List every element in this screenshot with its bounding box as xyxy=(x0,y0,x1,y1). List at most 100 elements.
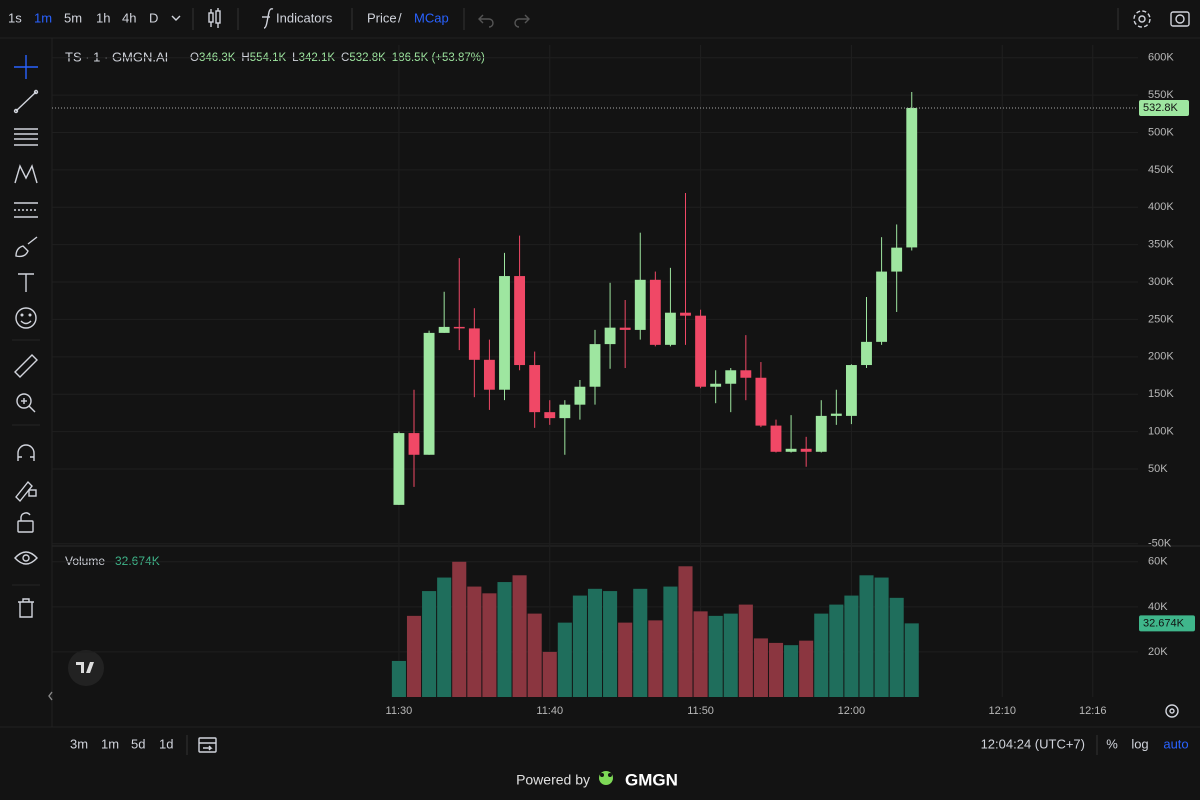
price-toggle[interactable]: Price xyxy=(367,10,397,25)
candle-body xyxy=(876,271,888,342)
volume-bar xyxy=(874,577,889,697)
candle-body xyxy=(589,344,601,387)
y-tick-label: 450K xyxy=(1148,164,1174,176)
y-tick-label: 250K xyxy=(1148,313,1174,325)
interval-button[interactable]: 1s xyxy=(8,10,22,25)
y-tick-label: -50K xyxy=(1148,538,1172,550)
percent-toggle[interactable]: % xyxy=(1106,736,1118,751)
candle-body xyxy=(755,377,767,426)
volume-bar xyxy=(753,638,768,697)
visibility-tool[interactable] xyxy=(14,551,38,565)
prediction-tool[interactable] xyxy=(14,202,38,218)
chevron-icon[interactable] xyxy=(171,15,181,21)
last-volume-box xyxy=(1139,615,1195,632)
volume-bar xyxy=(603,591,618,697)
x-tick-label: 12:00 xyxy=(838,705,866,717)
camera-icon[interactable] xyxy=(1170,11,1190,27)
undo-icon[interactable] xyxy=(478,14,494,28)
time-settings-icon[interactable] xyxy=(1165,704,1179,718)
auto-toggle[interactable]: auto xyxy=(1163,736,1188,751)
calendar-icon[interactable] xyxy=(198,737,217,753)
candle-body xyxy=(740,370,752,378)
volume-bar xyxy=(633,588,648,697)
candle-body xyxy=(845,365,857,416)
powered-by: Powered by xyxy=(516,772,590,788)
log-toggle[interactable]: log xyxy=(1131,736,1148,751)
interval-button[interactable]: 1h xyxy=(96,10,110,25)
volume-bar xyxy=(859,575,874,697)
range-button[interactable]: 1m xyxy=(101,736,119,751)
volume-bar xyxy=(572,595,587,697)
candle-body xyxy=(604,327,616,345)
volume-bar xyxy=(527,613,542,697)
volume-bar xyxy=(678,566,693,697)
pattern-tool[interactable] xyxy=(14,164,38,184)
x-tick-label: 12:16 xyxy=(1079,705,1107,717)
candle-body xyxy=(499,276,510,390)
tv-logo[interactable] xyxy=(68,650,104,686)
candle-body xyxy=(906,107,918,248)
brand-icon xyxy=(599,771,613,785)
candle-body xyxy=(559,404,571,419)
fib-tool[interactable] xyxy=(14,128,38,146)
volume-bar xyxy=(587,588,603,697)
interval-button[interactable]: D xyxy=(149,10,158,25)
brush-tool[interactable] xyxy=(15,236,38,258)
interval-button[interactable]: 1m xyxy=(34,10,52,25)
zoom-tool[interactable] xyxy=(16,393,36,413)
redo-icon[interactable] xyxy=(514,14,530,28)
settings-icon[interactable] xyxy=(1133,10,1151,28)
last-price-label: 532.8K xyxy=(1143,102,1179,114)
lock-tool[interactable] xyxy=(17,512,34,533)
candle-type-icon[interactable] xyxy=(208,8,221,28)
y-tick-label: 200K xyxy=(1148,351,1174,363)
volume-title: Volume xyxy=(65,554,105,568)
candle-body xyxy=(544,412,556,419)
lock-drawing-tool[interactable] xyxy=(15,480,37,503)
candle-body xyxy=(695,315,707,387)
ruler-tool[interactable] xyxy=(14,354,38,378)
x-tick-label: 12:10 xyxy=(988,705,1016,717)
volume-bar xyxy=(904,623,919,697)
indicators-icon[interactable] xyxy=(262,8,274,29)
y-tick-label: 100K xyxy=(1148,425,1174,437)
crosshair-tool[interactable] xyxy=(14,55,38,79)
indicators-button[interactable]: Indicators xyxy=(276,10,333,25)
volume-bar xyxy=(814,613,829,697)
interval-button[interactable]: 4h xyxy=(122,10,136,25)
candle-body xyxy=(408,433,420,455)
candle-body xyxy=(393,433,405,505)
volume-bar xyxy=(512,575,527,697)
collapse-arrow[interactable] xyxy=(48,691,53,701)
candle-body xyxy=(710,383,722,387)
volume-bar xyxy=(482,593,497,697)
interval-button[interactable]: 5m xyxy=(64,10,82,25)
magnet-tool[interactable] xyxy=(17,444,35,461)
mcap-toggle[interactable]: MCap xyxy=(414,10,449,25)
clock: 12:04:24 (UTC+7) xyxy=(981,736,1085,751)
volume-bar xyxy=(738,604,753,697)
candle-body xyxy=(770,425,782,452)
x-tick-label: 11:40 xyxy=(536,705,563,717)
candle-body xyxy=(483,359,495,390)
candle-body xyxy=(785,448,797,452)
candle-body xyxy=(453,326,465,329)
text-tool[interactable] xyxy=(18,273,34,292)
range-button[interactable]: 5d xyxy=(131,736,145,751)
range-button[interactable]: 1d xyxy=(159,736,173,751)
candle-body xyxy=(664,312,676,345)
y-tick-label: 550K xyxy=(1148,89,1174,101)
candle-body xyxy=(438,326,450,333)
volume-tick-label: 40K xyxy=(1148,601,1168,613)
trendline-tool[interactable] xyxy=(13,89,39,114)
last-volume-label: 32.674K xyxy=(1143,617,1185,629)
range-button[interactable]: 3m xyxy=(70,736,88,751)
volume-bar xyxy=(437,577,452,697)
y-tick-label: 500K xyxy=(1148,126,1174,138)
volume-bar xyxy=(422,591,437,697)
emoji-tool[interactable] xyxy=(15,307,37,329)
volume-bar xyxy=(829,604,844,697)
volume-tick-label: 60K xyxy=(1148,556,1168,568)
delete-tool[interactable] xyxy=(18,598,34,618)
